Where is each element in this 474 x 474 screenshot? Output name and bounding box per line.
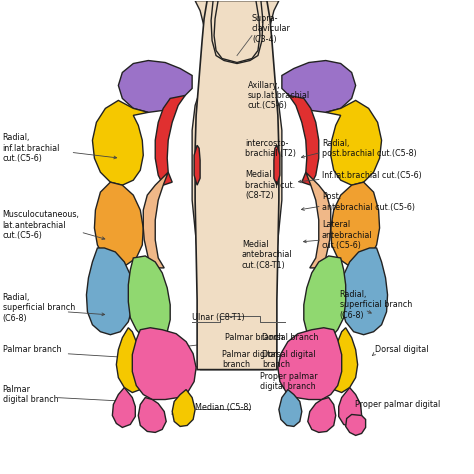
Polygon shape (279, 390, 302, 427)
Text: Median (C5-8): Median (C5-8) (195, 403, 252, 412)
Polygon shape (143, 172, 168, 268)
Polygon shape (94, 182, 143, 265)
Polygon shape (172, 390, 195, 427)
Polygon shape (116, 328, 145, 392)
Polygon shape (86, 248, 133, 335)
Polygon shape (211, 0, 263, 64)
Polygon shape (304, 256, 346, 342)
Polygon shape (192, 0, 282, 370)
Polygon shape (214, 0, 260, 63)
Polygon shape (92, 100, 148, 185)
Text: Proper palmar digital: Proper palmar digital (355, 400, 440, 409)
Polygon shape (341, 248, 388, 335)
Polygon shape (194, 145, 200, 185)
Text: Medial
antebrachial
cut.(C8-T1): Medial antebrachial cut.(C8-T1) (242, 240, 292, 270)
Text: Ulnar (C8-T1): Ulnar (C8-T1) (192, 313, 245, 322)
Text: Radial,
inf.lat.brachial
cut.(C5-6): Radial, inf.lat.brachial cut.(C5-6) (3, 133, 60, 163)
Polygon shape (308, 398, 336, 432)
Text: Radial,
superficial branch
(C6-8): Radial, superficial branch (C6-8) (3, 293, 75, 323)
Polygon shape (278, 328, 342, 400)
Polygon shape (339, 388, 362, 428)
Text: Dorsal branch: Dorsal branch (262, 333, 319, 342)
Text: Palmar
digital branch: Palmar digital branch (3, 385, 58, 404)
Polygon shape (132, 328, 196, 400)
Text: Medial
brachial cut.
(C8-T2): Medial brachial cut. (C8-T2) (245, 170, 295, 200)
Text: Palmar branch: Palmar branch (225, 333, 283, 342)
Text: Radial,
post.brachial cut.(C5-8): Radial, post.brachial cut.(C5-8) (322, 138, 417, 158)
Text: Lateral
antebrachial
cut.(C5-6): Lateral antebrachial cut.(C5-6) (322, 220, 373, 250)
Text: Musculocutaneous,
lat.antebrachial
cut.(C5-6): Musculocutaneous, lat.antebrachial cut.(… (3, 210, 80, 240)
Text: intercosto-
brachial (T2): intercosto- brachial (T2) (245, 138, 296, 158)
Polygon shape (331, 182, 380, 265)
Text: Axillary,
sup.lat.brachial
cut.(C5-6): Axillary, sup.lat.brachial cut.(C5-6) (248, 81, 310, 110)
Polygon shape (128, 256, 170, 342)
Polygon shape (326, 100, 382, 185)
Polygon shape (195, 0, 279, 370)
Polygon shape (274, 145, 280, 185)
Polygon shape (155, 95, 185, 185)
Text: Dorsal digital
branch: Dorsal digital branch (262, 350, 315, 369)
Polygon shape (306, 172, 331, 268)
Text: Radial,
superficial branch
(C6-8): Radial, superficial branch (C6-8) (340, 290, 412, 319)
Text: Post.
antebrachial cut.(C5-6): Post. antebrachial cut.(C5-6) (322, 192, 415, 212)
Polygon shape (138, 398, 166, 432)
Polygon shape (346, 414, 365, 436)
Polygon shape (118, 61, 192, 112)
Polygon shape (282, 61, 356, 112)
Text: Dorsal digital: Dorsal digital (374, 345, 428, 354)
Text: Proper palmar
digital branch: Proper palmar digital branch (260, 372, 318, 391)
Text: Palmar branch: Palmar branch (3, 345, 61, 354)
Polygon shape (289, 95, 319, 185)
Text: Inf.lat.brachial cut.(C5-6): Inf.lat.brachial cut.(C5-6) (322, 171, 421, 180)
Polygon shape (112, 388, 135, 428)
Polygon shape (329, 328, 358, 392)
Text: Palmar digital
branch: Palmar digital branch (222, 350, 278, 369)
Text: Supra-
clavicular
(C3-4): Supra- clavicular (C3-4) (252, 14, 291, 44)
